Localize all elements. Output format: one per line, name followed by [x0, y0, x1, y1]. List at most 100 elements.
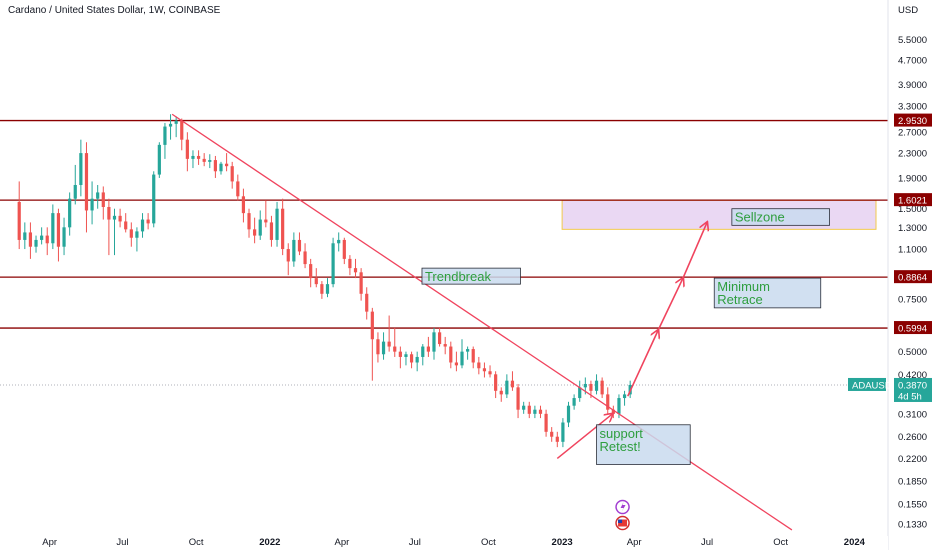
- candle-body: [174, 120, 178, 124]
- candle-body: [538, 409, 543, 414]
- symbol-badge-text: ADAUSD: [852, 380, 892, 391]
- y-tick-label: 2.3000: [898, 149, 927, 160]
- candle: [247, 208, 251, 238]
- candle: [258, 210, 262, 240]
- candle: [337, 232, 341, 252]
- note-text: Sellzone: [735, 210, 785, 225]
- candle: [325, 278, 330, 298]
- x-tick-label: Jul: [701, 537, 713, 548]
- projection-arrow[interactable]: [657, 278, 683, 331]
- note-text: Retrace: [717, 292, 763, 307]
- candle: [73, 164, 77, 205]
- candle-body: [297, 239, 302, 252]
- y-tick-label: 3.9000: [898, 80, 927, 91]
- candle-body: [79, 153, 83, 185]
- candle-body: [376, 339, 380, 355]
- candle: [622, 390, 627, 406]
- candle-body: [73, 184, 77, 199]
- candle-body: [191, 155, 195, 159]
- candle-body: [466, 349, 470, 352]
- candle-body: [269, 222, 274, 240]
- candle-body: [45, 235, 49, 244]
- candle-body: [443, 344, 447, 347]
- candle-body: [275, 208, 279, 240]
- note-box: [731, 208, 830, 226]
- candle-body: [527, 405, 531, 414]
- candle-body: [522, 405, 526, 410]
- candle-body: [348, 258, 352, 269]
- candle: [376, 332, 380, 363]
- y-tick-label: 5.5000: [898, 35, 927, 46]
- candle-body: [236, 181, 240, 197]
- candle: [17, 181, 21, 250]
- candle: [96, 184, 100, 209]
- candle-body: [23, 232, 27, 240]
- candle: [56, 208, 61, 262]
- candle-body: [168, 123, 173, 127]
- candle-body: [566, 405, 571, 423]
- candle: [387, 315, 391, 352]
- candle: [40, 227, 44, 245]
- note-trendbreak[interactable]: Trendbreak: [421, 267, 521, 285]
- candle-body: [449, 346, 453, 363]
- price-badge-text: 0.3870: [898, 380, 927, 391]
- candle: [499, 387, 503, 402]
- candle-body: [606, 394, 610, 410]
- support-arrow[interactable]: [556, 414, 612, 460]
- candle: [566, 401, 571, 428]
- candle: [454, 351, 459, 372]
- projection-arrow[interactable]: [627, 330, 658, 397]
- candle: [152, 171, 156, 228]
- y-tick-label: 0.3100: [898, 409, 927, 420]
- candle-body: [510, 380, 515, 388]
- candle-body: [578, 387, 582, 399]
- candle-body: [325, 284, 330, 294]
- currency-label: USD: [898, 5, 918, 16]
- candle-body: [482, 368, 487, 372]
- candle: [398, 346, 402, 369]
- candle-body: [17, 201, 21, 240]
- candle: [101, 186, 105, 220]
- y-tick-label: 1.3000: [898, 223, 927, 234]
- candle: [286, 243, 290, 276]
- candle-body: [555, 436, 559, 442]
- y-tick-label: 0.1550: [898, 500, 927, 511]
- candle-body: [303, 251, 307, 265]
- candle: [348, 255, 352, 276]
- candle-body: [62, 227, 66, 247]
- candle-body: [600, 380, 604, 395]
- candle: [555, 431, 559, 448]
- candle: [45, 227, 49, 256]
- candle: [281, 198, 285, 256]
- candle: [135, 227, 139, 252]
- us-flag-icon[interactable]: [615, 515, 630, 531]
- x-tick-label: Jul: [116, 537, 128, 548]
- x-tick-label: Jul: [409, 537, 421, 548]
- candle-body: [129, 229, 133, 238]
- candle-body: [337, 239, 341, 244]
- candle-body: [258, 219, 262, 236]
- candle-body: [219, 163, 223, 172]
- candle-body: [202, 158, 206, 162]
- candle: [449, 341, 453, 369]
- y-tick-label: 0.2600: [898, 432, 927, 443]
- candle-body: [409, 354, 414, 363]
- candle-body: [393, 346, 397, 352]
- candle-body: [488, 371, 492, 375]
- candle: [124, 213, 128, 233]
- candle: [606, 387, 610, 414]
- projection-arrow[interactable]: [682, 222, 707, 279]
- candle: [370, 307, 374, 381]
- candle-body: [28, 232, 33, 247]
- note-sellzone-label[interactable]: Sellzone: [731, 208, 830, 226]
- candle-body: [432, 332, 436, 352]
- level-badge-text: 0.5994: [898, 324, 927, 335]
- candle-body: [230, 166, 234, 182]
- lightning-icon[interactable]: [615, 499, 630, 515]
- candle-body: [359, 272, 363, 294]
